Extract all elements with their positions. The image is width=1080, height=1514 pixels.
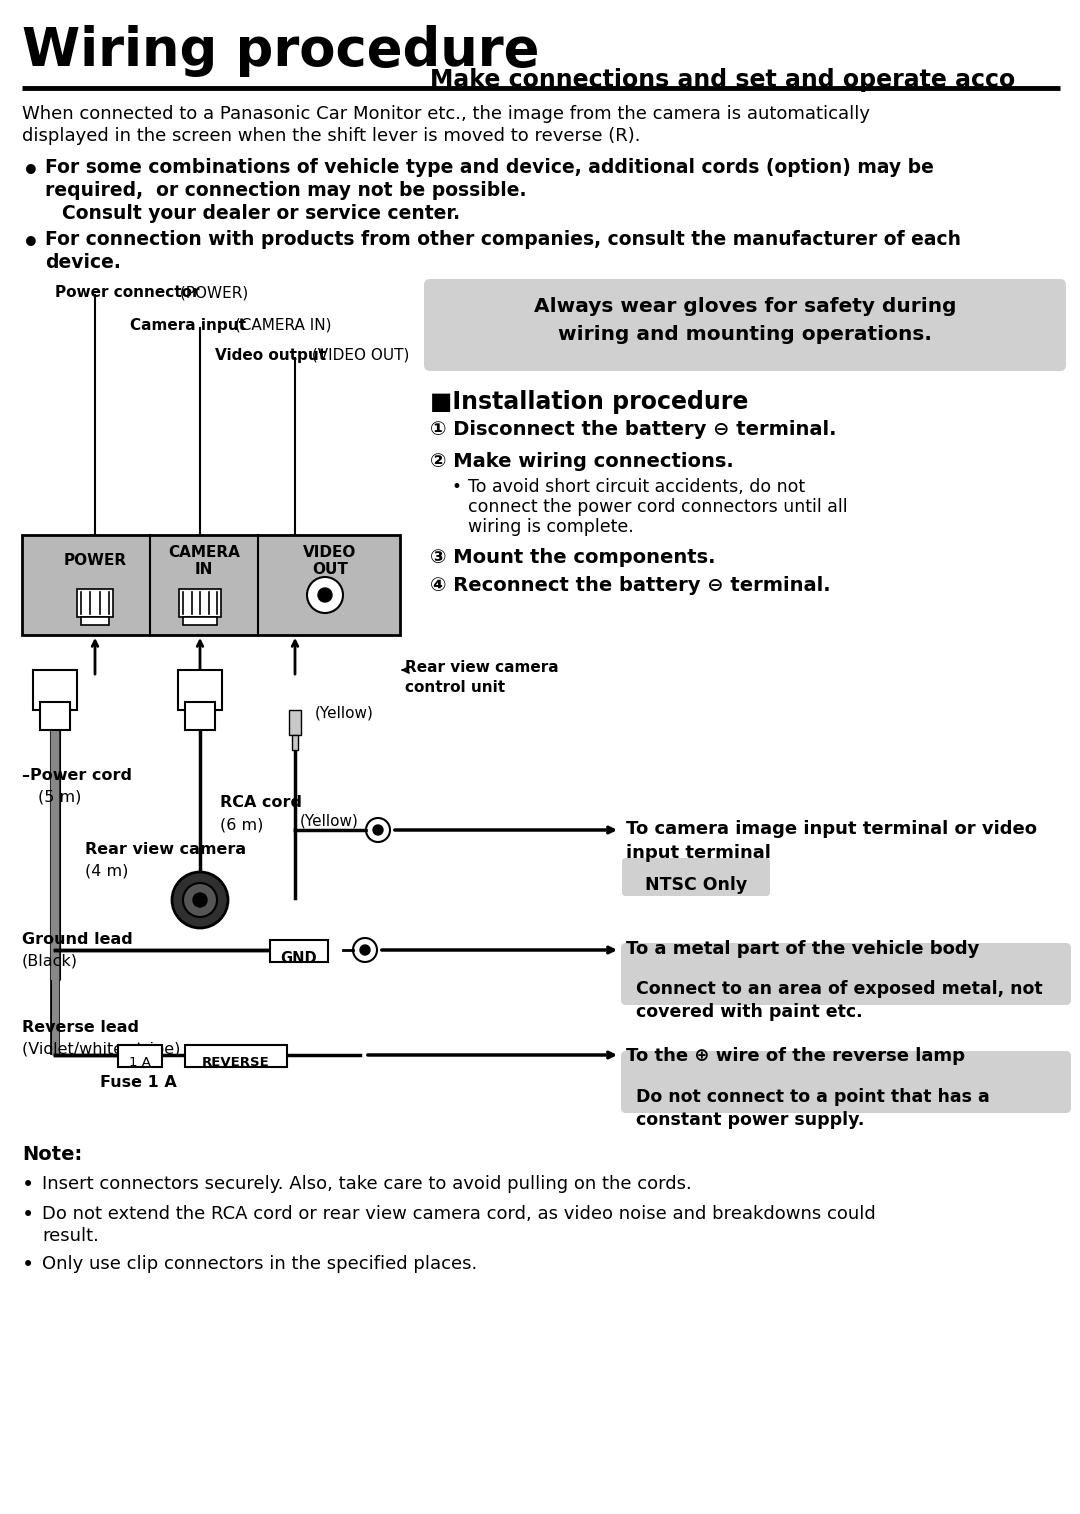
Text: Do not extend the RCA cord or rear view camera cord, as video noise and breakdow: Do not extend the RCA cord or rear view … xyxy=(42,1205,876,1223)
Text: •: • xyxy=(22,1255,35,1275)
Text: ③ Mount the components.: ③ Mount the components. xyxy=(430,548,715,568)
Circle shape xyxy=(360,945,370,955)
Text: (6 m): (6 m) xyxy=(220,818,264,833)
Text: To avoid short circuit accidents, do not: To avoid short circuit accidents, do not xyxy=(468,478,805,497)
Text: ④ Reconnect the battery ⊖ terminal.: ④ Reconnect the battery ⊖ terminal. xyxy=(430,575,831,595)
Text: •: • xyxy=(22,157,40,186)
Bar xyxy=(292,734,298,749)
Text: constant power supply.: constant power supply. xyxy=(636,1111,864,1129)
Text: To camera image input terminal or video: To camera image input terminal or video xyxy=(626,821,1037,839)
FancyBboxPatch shape xyxy=(622,858,770,896)
Circle shape xyxy=(318,587,332,603)
Text: REVERSE: REVERSE xyxy=(202,1055,270,1069)
Text: (VIDEO OUT): (VIDEO OUT) xyxy=(307,348,409,363)
Text: ■Installation procedure: ■Installation procedure xyxy=(430,391,748,413)
Text: (Yellow): (Yellow) xyxy=(300,813,359,828)
Text: •: • xyxy=(22,230,40,257)
Text: input terminal: input terminal xyxy=(626,843,771,861)
Text: •: • xyxy=(22,1205,35,1225)
Text: Wiring procedure: Wiring procedure xyxy=(22,26,539,77)
Bar xyxy=(270,940,328,961)
FancyBboxPatch shape xyxy=(621,1051,1071,1113)
Text: Do not connect to a point that has a: Do not connect to a point that has a xyxy=(636,1089,989,1107)
Text: required,  or connection may not be possible.: required, or connection may not be possi… xyxy=(45,182,527,200)
Text: displayed in the screen when the shift lever is moved to reverse (R).: displayed in the screen when the shift l… xyxy=(22,127,640,145)
Circle shape xyxy=(172,872,228,928)
Text: ② Make wiring connections.: ② Make wiring connections. xyxy=(430,453,733,471)
Text: wiring and mounting operations.: wiring and mounting operations. xyxy=(558,326,932,344)
Text: Only use clip connectors in the specified places.: Only use clip connectors in the specifie… xyxy=(42,1255,477,1273)
Bar xyxy=(40,702,70,730)
Text: •: • xyxy=(453,478,462,497)
Text: (Black): (Black) xyxy=(22,952,78,967)
Text: When connected to a Panasonic Car Monitor etc., the image from the camera is aut: When connected to a Panasonic Car Monito… xyxy=(22,104,870,123)
Bar xyxy=(179,589,221,618)
Bar xyxy=(118,1045,162,1067)
Text: Rear view camera: Rear view camera xyxy=(405,660,558,675)
FancyBboxPatch shape xyxy=(424,279,1066,371)
Text: Always wear gloves for safety during: Always wear gloves for safety during xyxy=(534,297,956,316)
Text: POWER: POWER xyxy=(64,553,126,568)
Text: Rear view camera: Rear view camera xyxy=(85,842,246,857)
Text: Insert connectors securely. Also, take care to avoid pulling on the cords.: Insert connectors securely. Also, take c… xyxy=(42,1175,692,1193)
Bar xyxy=(77,589,113,618)
Text: Make connections and set and operate acco: Make connections and set and operate acc… xyxy=(430,68,1015,92)
Circle shape xyxy=(183,883,217,917)
Text: NTSC Only: NTSC Only xyxy=(645,877,747,893)
Text: VIDEO
OUT: VIDEO OUT xyxy=(303,545,356,577)
Text: For connection with products from other companies, consult the manufacturer of e: For connection with products from other … xyxy=(45,230,961,248)
Bar xyxy=(185,1045,287,1067)
Text: For some combinations of vehicle type and device, additional cords (option) may : For some combinations of vehicle type an… xyxy=(45,157,934,177)
Text: (Yellow): (Yellow) xyxy=(315,706,374,721)
Text: result.: result. xyxy=(42,1226,99,1245)
Bar xyxy=(183,618,217,625)
Circle shape xyxy=(366,818,390,842)
Bar xyxy=(289,710,301,734)
FancyBboxPatch shape xyxy=(621,943,1071,1005)
Text: Ground lead: Ground lead xyxy=(22,933,133,946)
Text: GND: GND xyxy=(281,951,318,966)
Text: Fuse 1 A: Fuse 1 A xyxy=(100,1075,177,1090)
Text: ① Disconnect the battery ⊖ terminal.: ① Disconnect the battery ⊖ terminal. xyxy=(430,419,837,439)
Text: (Violet/white stripe): (Violet/white stripe) xyxy=(22,1042,180,1057)
Text: Reverse lead: Reverse lead xyxy=(22,1020,139,1036)
Bar xyxy=(33,671,77,710)
Text: control unit: control unit xyxy=(405,680,505,695)
Text: 1 A: 1 A xyxy=(130,1055,151,1069)
Text: Note:: Note: xyxy=(22,1145,82,1164)
Text: connect the power cord connectors until all: connect the power cord connectors until … xyxy=(468,498,848,516)
Text: device.: device. xyxy=(45,253,121,273)
Text: Connect to an area of exposed metal, not: Connect to an area of exposed metal, not xyxy=(636,980,1042,998)
Bar xyxy=(185,702,215,730)
Text: Consult your dealer or service center.: Consult your dealer or service center. xyxy=(62,204,460,223)
Text: Power connector: Power connector xyxy=(55,285,200,300)
Text: (5 m): (5 m) xyxy=(38,790,81,805)
Text: To the ⊕ wire of the reverse lamp: To the ⊕ wire of the reverse lamp xyxy=(626,1048,966,1064)
Bar xyxy=(81,618,109,625)
Text: (CAMERA IN): (CAMERA IN) xyxy=(230,318,332,333)
Bar xyxy=(22,534,400,634)
Text: To a metal part of the vehicle body: To a metal part of the vehicle body xyxy=(626,940,980,958)
Circle shape xyxy=(353,939,377,961)
Text: –Power cord: –Power cord xyxy=(22,768,132,783)
Text: (4 m): (4 m) xyxy=(85,864,129,880)
Text: Camera input: Camera input xyxy=(130,318,246,333)
Text: wiring is complete.: wiring is complete. xyxy=(468,518,634,536)
Text: RCA cord: RCA cord xyxy=(220,795,302,810)
Circle shape xyxy=(193,893,207,907)
Text: (POWER): (POWER) xyxy=(175,285,248,300)
Text: Video output: Video output xyxy=(215,348,326,363)
Text: covered with paint etc.: covered with paint etc. xyxy=(636,1002,863,1020)
Bar xyxy=(178,671,222,710)
Circle shape xyxy=(307,577,343,613)
Text: •: • xyxy=(22,1175,35,1195)
Text: CAMERA
IN: CAMERA IN xyxy=(168,545,240,577)
Circle shape xyxy=(373,825,383,836)
